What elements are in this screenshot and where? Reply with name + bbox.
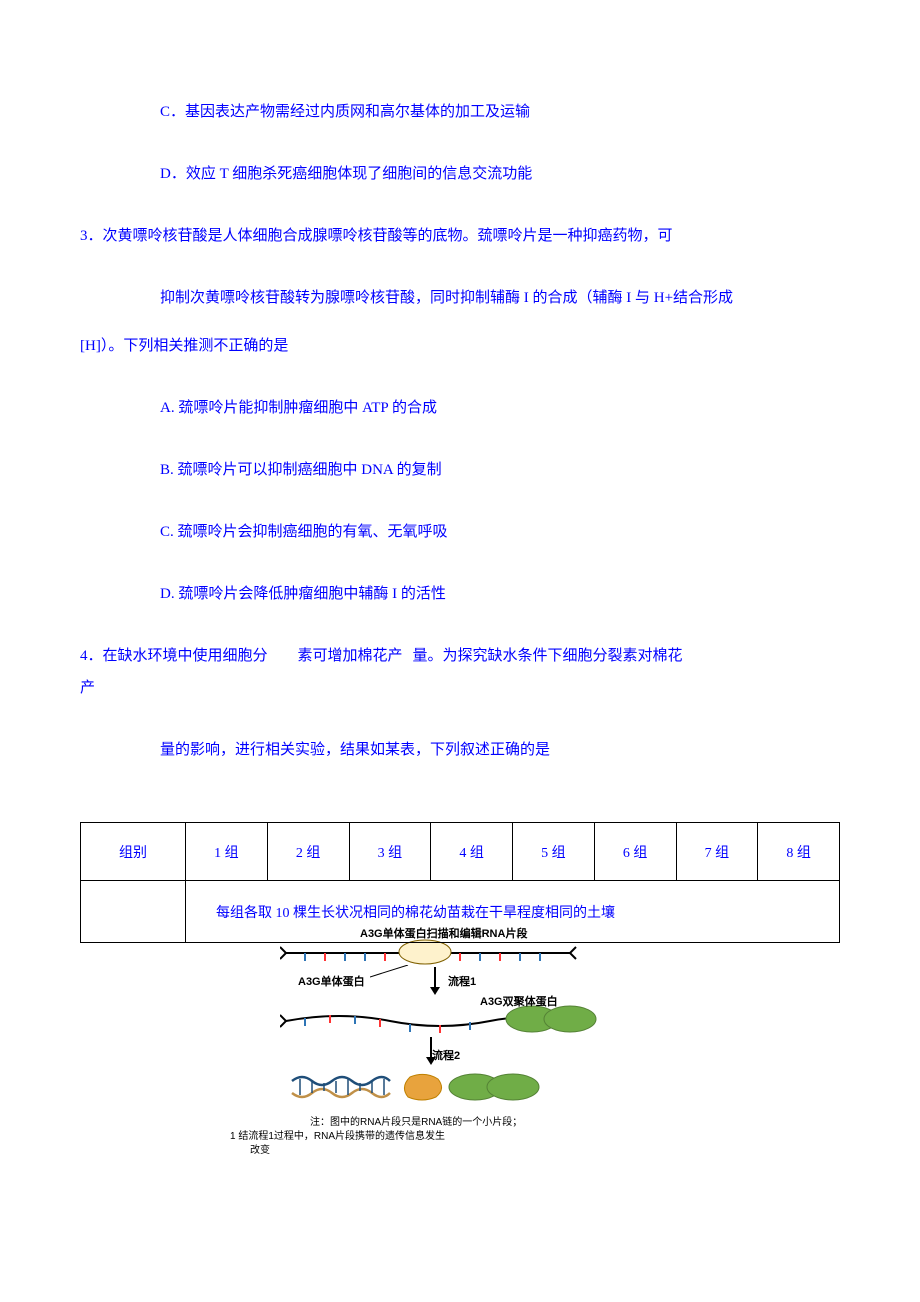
table-row-2: 每组各取 10 棵生长状况相同的棉花幼苗栽在干旱程度相同的土壤 xyxy=(81,881,840,943)
th-8: 8 组 xyxy=(758,823,840,881)
monomer-pointer xyxy=(370,965,410,979)
q2-option-d: D．效应 T 细胞杀死癌细胞体现了细胞间的信息交流功能 xyxy=(80,162,840,186)
dimer-label: A3G双聚体蛋白 xyxy=(480,993,558,1009)
th-6: 6 组 xyxy=(594,823,676,881)
q3-option-d: D. 巯嘌呤片会降低肿瘤细胞中辅酶 I 的活性 xyxy=(80,582,840,606)
step1-label: 流程1 xyxy=(448,973,476,989)
th-4: 4 组 xyxy=(431,823,513,881)
q4-stem-line1: 4．在缺水环境中使用细胞分 素可增加棉花产量。为探究缺水条件下细胞分裂素对棉花 xyxy=(80,644,840,668)
rna-line-2 xyxy=(280,1001,600,1041)
th-3: 3 组 xyxy=(349,823,431,881)
th-7: 7 组 xyxy=(676,823,758,881)
table-header-row: 组别 1 组 2 组 3 组 4 组 5 组 6 组 7 组 8 组 xyxy=(81,823,840,881)
q3-option-c: C. 巯嘌呤片会抑制癌细胞的有氧、无氧呼吸 xyxy=(80,520,840,544)
th-2: 2 组 xyxy=(267,823,349,881)
q3-stem-line2: 抑制次黄嘌呤核苷酸转为腺嘌呤核苷酸，同时抑制辅酶 I 的合成（辅酶 I 与 H+… xyxy=(80,286,840,310)
rna-line-1 xyxy=(280,939,590,967)
q2-option-c: C．基因表达产物需经过内质网和高尔基体的加工及运输 xyxy=(80,100,840,124)
q4-stem-tail: 产 xyxy=(80,676,840,700)
q4-stem-1a: 4．在缺水环境中使用细胞分 xyxy=(80,648,268,664)
q3-stem-line1: 3．次黄嘌呤核苷酸是人体细胞合成腺嘌呤核苷酸等的底物。巯嘌呤片是一种抑癌药物，可 xyxy=(80,224,840,248)
q4-stem-1c: 量。为探究缺水条件下细胞分裂素对棉花 xyxy=(413,648,683,664)
a3g-diagram: A3G单体蛋白扫描和编辑RNA片段 A3G单体蛋白 流程1 xyxy=(280,925,700,1185)
arrow-1 xyxy=(428,967,442,997)
dna-row xyxy=(290,1071,550,1107)
step2-label: 流程2 xyxy=(432,1047,460,1063)
q4-stem-1b: 素可增加棉花产 xyxy=(298,648,403,664)
th-5: 5 组 xyxy=(513,823,595,881)
diagram-note-1: 注：图中的RNA片段只是RNA链的一个小片段； xyxy=(310,1113,522,1128)
th-label: 组别 xyxy=(81,823,186,881)
q3-stem-line3: [H]）。下列相关推测不正确的是 xyxy=(80,334,840,358)
arrow-2 xyxy=(424,1037,438,1067)
monomer-label: A3G单体蛋白 xyxy=(298,973,365,989)
q3-option-b: B. 巯嘌呤片可以抑制癌细胞中 DNA 的复制 xyxy=(80,458,840,482)
experiment-table: 组别 1 组 2 组 3 组 4 组 5 组 6 组 7 组 8 组 每组各取 … xyxy=(80,822,840,943)
diagram-note-3: 改变 xyxy=(250,1141,270,1156)
diagram-note-2: 1 结流程1过程中，RNA片段携带的遗传信息发生 xyxy=(230,1127,445,1142)
th-1: 1 组 xyxy=(186,823,268,881)
row2-merged: 每组各取 10 棵生长状况相同的棉花幼苗栽在干旱程度相同的土壤 xyxy=(186,881,840,943)
q4-stem-line2: 量的影响，进行相关实验，结果如某表，下列叙述正确的是 xyxy=(80,738,840,762)
q3-option-a: A. 巯嘌呤片能抑制肿瘤细胞中 ATP 的合成 xyxy=(80,396,840,420)
row2-label xyxy=(81,881,186,943)
